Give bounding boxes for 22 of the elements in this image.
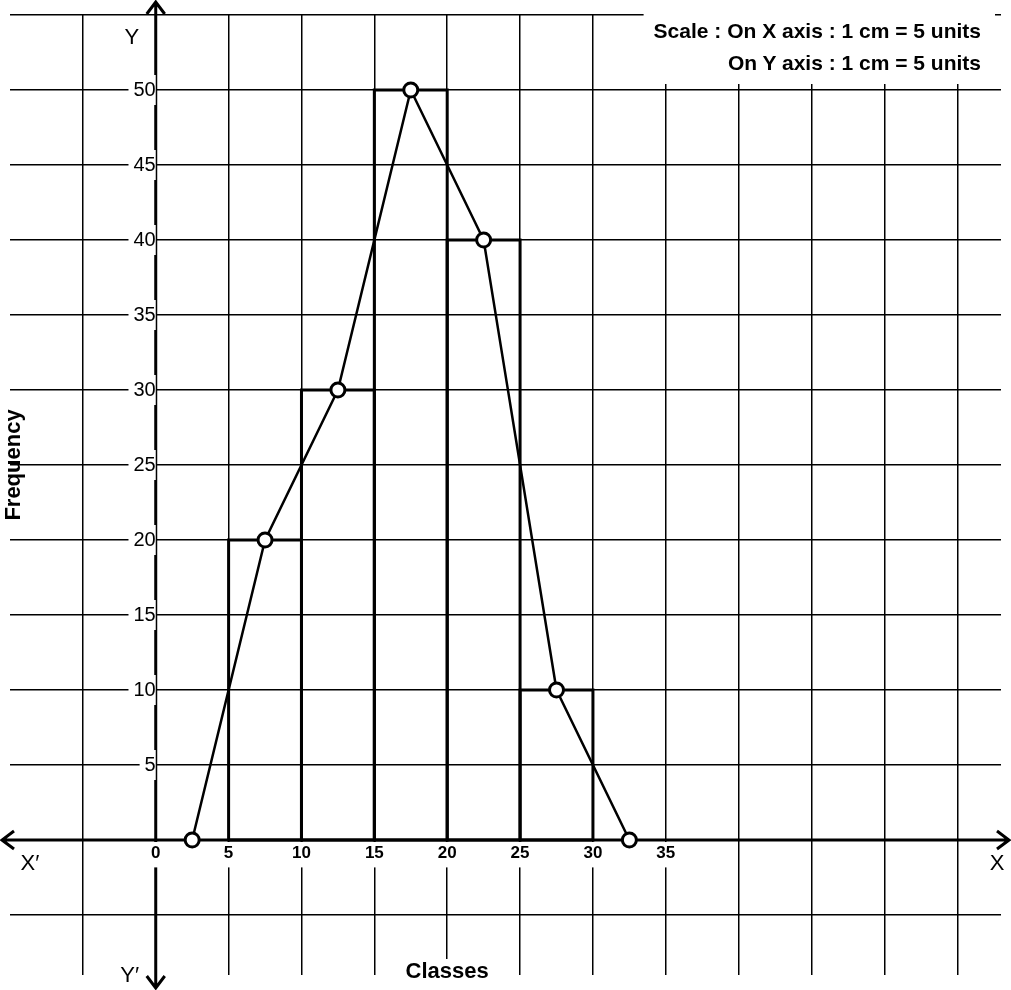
annotation: X′ — [20, 850, 40, 876]
x-tick-label: 25 — [510, 842, 530, 862]
x-tick-label: 5 — [223, 842, 234, 862]
x-tick-label: 10 — [292, 842, 311, 862]
annotation: X — [989, 850, 1005, 876]
point — [256, 531, 274, 549]
x-tick-label: 30 — [583, 842, 603, 862]
x-axis-title: Classes — [405, 958, 489, 984]
point — [620, 831, 638, 849]
y-axis-title: Frequency — [0, 403, 26, 527]
annotation: Y′ — [120, 962, 140, 988]
x-tick-label: 15 — [364, 842, 384, 862]
x-tick-label: 20 — [437, 842, 457, 862]
annotation: Scale : On X axis : 1 cm = 5 units — [653, 18, 981, 42]
annotation: Y — [124, 24, 140, 50]
annotation: On Y axis : 1 cm = 5 units — [727, 50, 981, 74]
x-tick-label: 35 — [656, 842, 676, 862]
point — [548, 681, 566, 699]
point — [329, 381, 347, 399]
point — [475, 231, 493, 249]
point — [402, 81, 420, 99]
point — [183, 831, 201, 849]
